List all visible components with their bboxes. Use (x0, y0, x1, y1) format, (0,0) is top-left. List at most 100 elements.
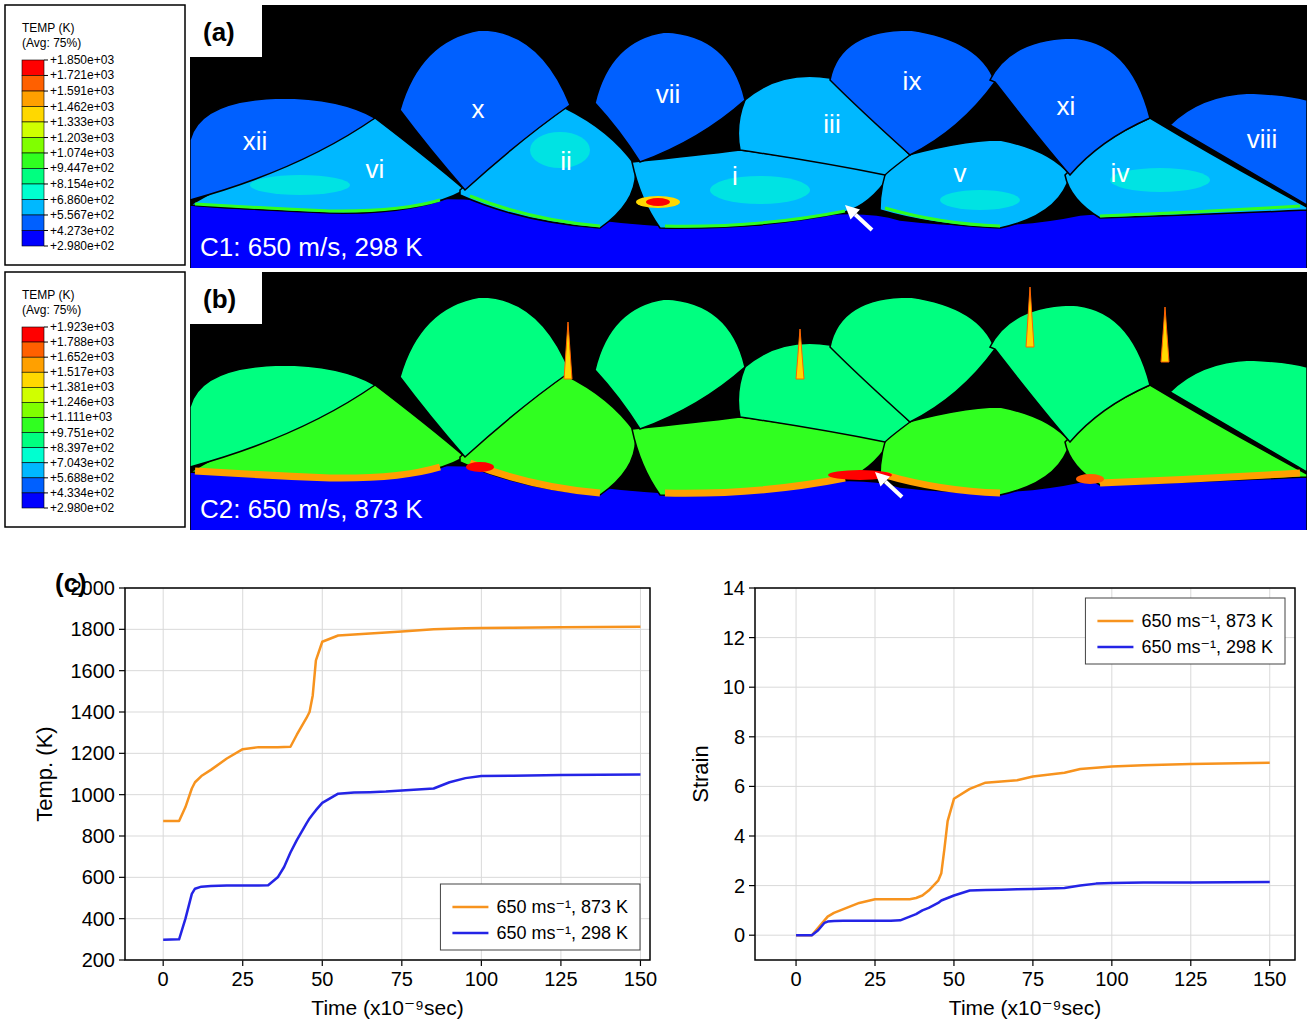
plot-area (125, 588, 650, 960)
particle-label: ii (560, 146, 572, 176)
hot-spot (646, 198, 670, 206)
hot-interface (1100, 206, 1300, 216)
warm-zone (940, 190, 1020, 210)
hot-interface (665, 211, 845, 226)
tick-label: 125 (1174, 968, 1207, 990)
colorbar-subtitle: (Avg: 75%) (22, 303, 81, 317)
colorbar-tick-label: +2.980e+02 (50, 239, 114, 253)
colorbar-tick-label: +1.721e+03 (50, 68, 114, 82)
particle-label: iii (823, 109, 840, 139)
tick (481, 960, 482, 966)
colorbar-swatch (22, 184, 44, 200)
colorbar-frame (5, 272, 185, 527)
tick (119, 753, 125, 754)
colorbar-swatch (22, 215, 44, 231)
colorbar-subtitle: (Avg: 75%) (22, 36, 81, 50)
particle-label: viii (1247, 124, 1277, 154)
panel-letter: (a) (203, 17, 235, 47)
tick-label: 0 (734, 924, 745, 946)
colorbar-swatch (22, 200, 44, 215)
arrow-head (845, 205, 860, 220)
jet (1161, 307, 1169, 362)
colorbar-tick (44, 508, 48, 509)
colorbar-tick (44, 492, 48, 493)
colorbar-tick (44, 153, 48, 154)
tick (322, 960, 323, 966)
grid-line (242, 588, 243, 960)
axis-title: Time (x10⁻⁹sec) (311, 996, 463, 1019)
series-group (796, 763, 1270, 935)
grid-line (875, 588, 876, 960)
colorbar-swatch (22, 433, 44, 448)
colorbar-tick-label: +8.397e+02 (50, 441, 114, 455)
particle-cap (190, 365, 375, 467)
tick (1269, 960, 1270, 966)
colorbar-tick-label: +5.688e+02 (50, 471, 114, 485)
colorbar-swatch (22, 138, 44, 153)
tick-label: 50 (943, 968, 965, 990)
colorbar-tick-label: +4.273e+02 (50, 224, 114, 238)
colorbar-swatch (22, 357, 44, 372)
tick (749, 736, 755, 737)
tick-label: 1800 (71, 618, 116, 640)
legend-label: 650 ms⁻¹, 298 K (1141, 637, 1273, 657)
colorbar-tick (44, 417, 48, 418)
tick (560, 960, 561, 966)
legend-label: 650 ms⁻¹, 873 K (496, 897, 628, 917)
colorbar-tick (44, 357, 48, 358)
colorbar-tick (44, 447, 48, 448)
tick-label: 14 (723, 577, 745, 599)
colorbar-tick (44, 372, 48, 373)
warm-zone (710, 176, 810, 204)
legend: 650 ms⁻¹, 873 K 650 ms⁻¹, 298 K (440, 884, 640, 950)
panel-caption: C2: 650 m/s, 873 K (200, 494, 423, 524)
particle-label: ix (903, 66, 922, 96)
tick (953, 960, 954, 966)
particle-label: iv (1111, 158, 1130, 188)
tick (749, 786, 755, 787)
legend-label: 650 ms⁻¹, 298 K (496, 923, 628, 943)
particle-label: vii (656, 79, 681, 109)
particle-label: i (732, 161, 738, 191)
tick (119, 959, 125, 960)
tick-label: 100 (1095, 968, 1128, 990)
colorbar: TEMP (K)(Avg: 75%)+1.850e+03+1.721e+03+1… (5, 5, 185, 265)
tick-label: 75 (391, 968, 413, 990)
axis-title: Time (x10⁻⁹sec) (949, 996, 1101, 1019)
tick-label: 1200 (71, 742, 116, 764)
grid-line (125, 794, 650, 795)
jet (1026, 287, 1034, 347)
colorbar-tick-label: +1.246e+03 (50, 395, 114, 409)
colorbar-tick-label: +1.203e+03 (50, 131, 114, 145)
colorbar-tick (44, 230, 48, 231)
legend-swatch (452, 906, 488, 909)
particle-label: xii (243, 126, 268, 156)
tick-label: 4 (734, 825, 745, 847)
colorbar-frame (5, 5, 185, 265)
tick-label: 100 (465, 968, 498, 990)
tick (640, 960, 641, 966)
particles (190, 30, 1307, 268)
tick-label: 2 (734, 875, 745, 897)
colorbar-tick (44, 137, 48, 138)
legend-swatch (1097, 620, 1133, 623)
particle-cap (830, 30, 995, 155)
colorbar-tick (44, 75, 48, 76)
particle-cap (400, 297, 570, 457)
tick (1032, 960, 1033, 966)
particle-label: vi (366, 154, 385, 184)
colorbar-tick-label: +1.074e+03 (50, 146, 114, 160)
tick-label: 0 (790, 968, 801, 990)
tick-label: 150 (1253, 968, 1286, 990)
colorbar-tick-label: +6.860e+02 (50, 193, 114, 207)
particle-cap (595, 32, 745, 162)
tick (749, 885, 755, 886)
grid-line (755, 736, 1295, 737)
tick-label: 50 (311, 968, 333, 990)
particle-label: xi (1057, 91, 1076, 121)
tick-label: 2000 (71, 577, 116, 599)
colorbar-tick (44, 477, 48, 478)
tick-label: 200 (82, 949, 115, 971)
colorbar-tick (44, 199, 48, 200)
particle-label: x (472, 94, 485, 124)
